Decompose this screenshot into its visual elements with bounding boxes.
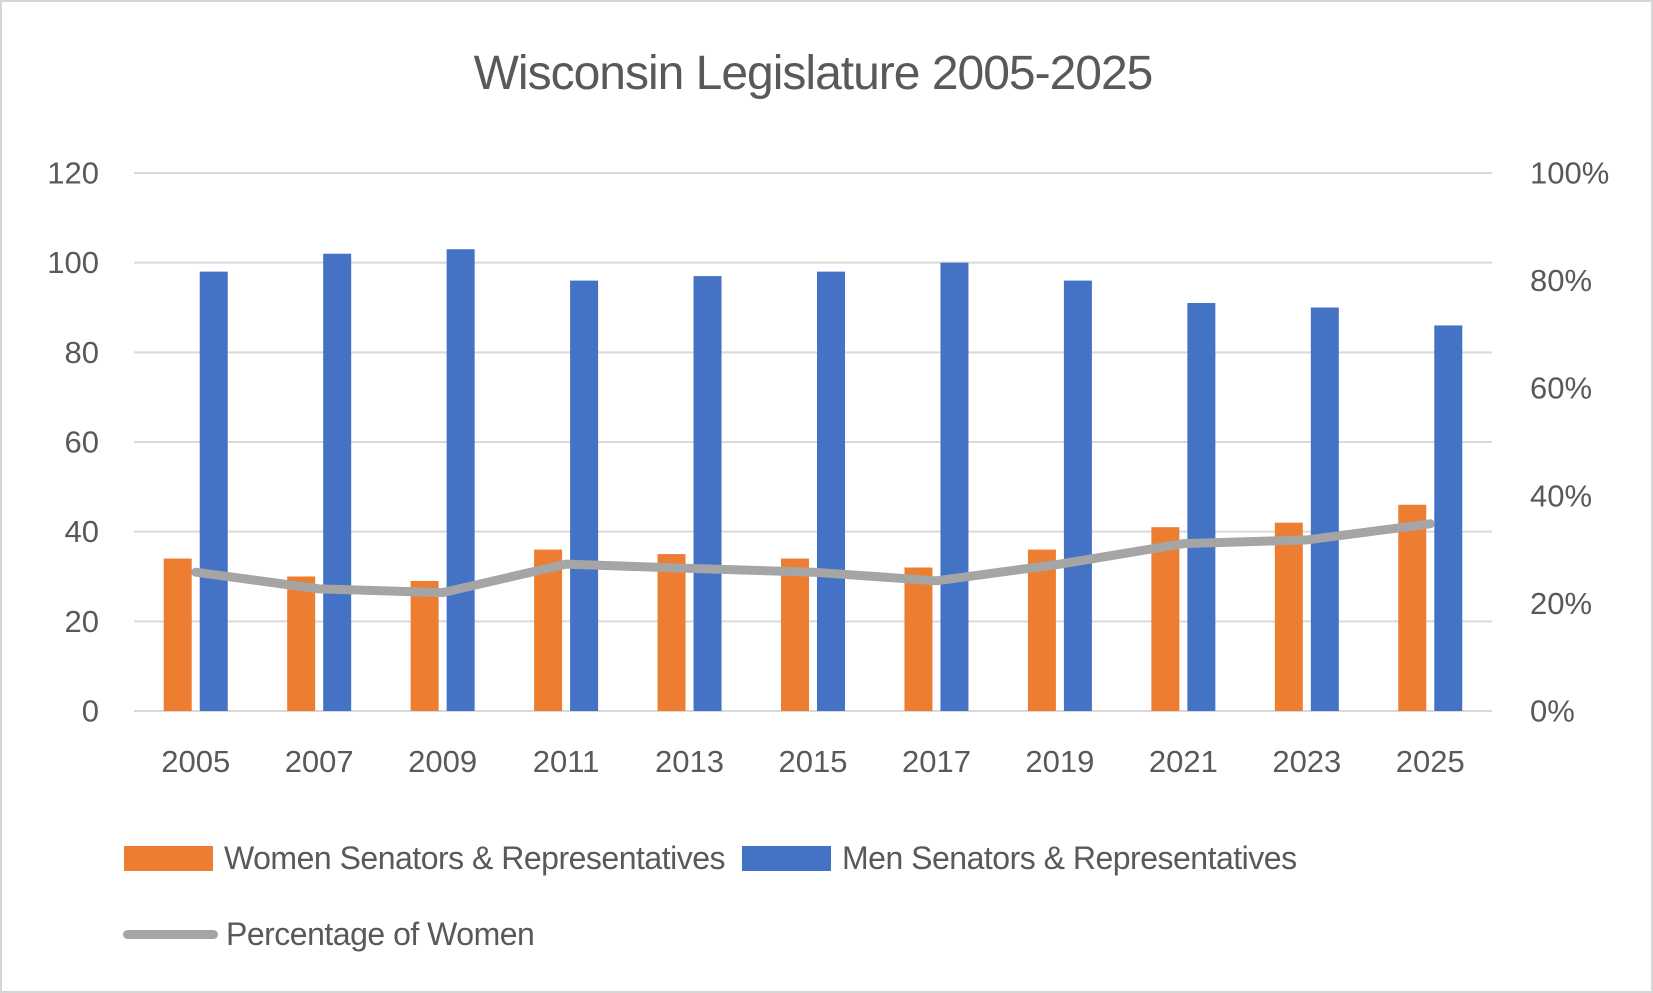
- legend-row-2: Percentage of Women: [123, 915, 535, 953]
- bar-men-2015: [817, 271, 845, 711]
- left-axis-label-80: 80: [65, 335, 99, 370]
- right-axis-label-40pct: 40%: [1530, 478, 1592, 513]
- left-axis-label-60: 60: [65, 425, 99, 460]
- right-axis-label-100pct: 100%: [1530, 156, 1609, 191]
- x-axis-label-2005: 2005: [161, 744, 230, 779]
- bar-women-2007: [287, 576, 316, 711]
- left-axis-label-20: 20: [65, 604, 99, 639]
- left-axis-label-120: 120: [47, 156, 99, 191]
- left-axis-label-40: 40: [65, 514, 99, 549]
- legend-swatch-men-bar: [742, 845, 831, 871]
- legend-swatch-women-bar: [124, 845, 213, 871]
- bar-women-2005: [163, 558, 192, 711]
- x-axis-label-2025: 2025: [1396, 744, 1465, 779]
- legend-row-1: Women Senators & Representatives Men Sen…: [124, 840, 1297, 876]
- right-axis-label-60pct: 60%: [1530, 371, 1592, 406]
- bar-men-2009: [446, 249, 475, 711]
- x-axis-label-2011: 2011: [533, 744, 600, 779]
- bar-men-2019: [1063, 280, 1092, 711]
- percentage-of-women-line: [191, 519, 1435, 598]
- left-axis-label-100: 100: [47, 245, 99, 280]
- bar-women-2017: [904, 567, 933, 711]
- x-axis-label-2007: 2007: [285, 744, 354, 779]
- right-axis-label-20pct: 20%: [1530, 586, 1592, 621]
- bar-women-2023: [1274, 522, 1303, 711]
- x-axis-label-2021: 2021: [1149, 744, 1218, 779]
- bar-men-2013: [693, 276, 722, 711]
- legend-label-percentage: Percentage of Women: [226, 915, 535, 952]
- legend-item-men: Men Senators & Representatives: [742, 840, 1297, 877]
- x-axis-label-2009: 2009: [408, 744, 477, 779]
- right-axis-label-0pct: 0%: [1530, 694, 1575, 729]
- bar-women-2019: [1027, 549, 1056, 711]
- left-axis-label-0: 0: [82, 694, 99, 729]
- bar-men-2007: [323, 253, 352, 711]
- bar-men-2011: [570, 280, 599, 711]
- legend-item-percentage: Percentage of Women: [123, 915, 535, 953]
- bar-women-2015: [781, 558, 809, 711]
- bar-women-2013: [657, 554, 686, 711]
- x-axis-label-2019: 2019: [1025, 744, 1094, 779]
- legend-label-men: Men Senators & Representatives: [842, 839, 1297, 876]
- bar-men-2017: [940, 262, 969, 711]
- bar-men-2025: [1434, 325, 1463, 711]
- legend-item-women: Women Senators & Representatives: [124, 839, 726, 877]
- x-axis-label-2017: 2017: [902, 744, 971, 779]
- bar-men-2021: [1187, 303, 1216, 711]
- bar-men-2005: [199, 271, 228, 711]
- bar-women-2011: [534, 549, 563, 711]
- x-axis-label-2023: 2023: [1272, 744, 1341, 779]
- x-axis-label-2015: 2015: [779, 744, 848, 779]
- bar-women-2025: [1398, 504, 1427, 711]
- legend-swatch-percentage-line: [123, 929, 218, 939]
- legend-label-women: Women Senators & Representatives: [224, 839, 726, 876]
- right-axis-label-80pct: 80%: [1530, 263, 1592, 298]
- bar-men-2023: [1310, 307, 1339, 711]
- bar-women-2021: [1151, 527, 1180, 711]
- x-axis-label-2013: 2013: [655, 744, 724, 779]
- chart-title: Wisconsin Legislature 2005-2025: [473, 47, 1154, 100]
- bar-women-2009: [410, 580, 439, 711]
